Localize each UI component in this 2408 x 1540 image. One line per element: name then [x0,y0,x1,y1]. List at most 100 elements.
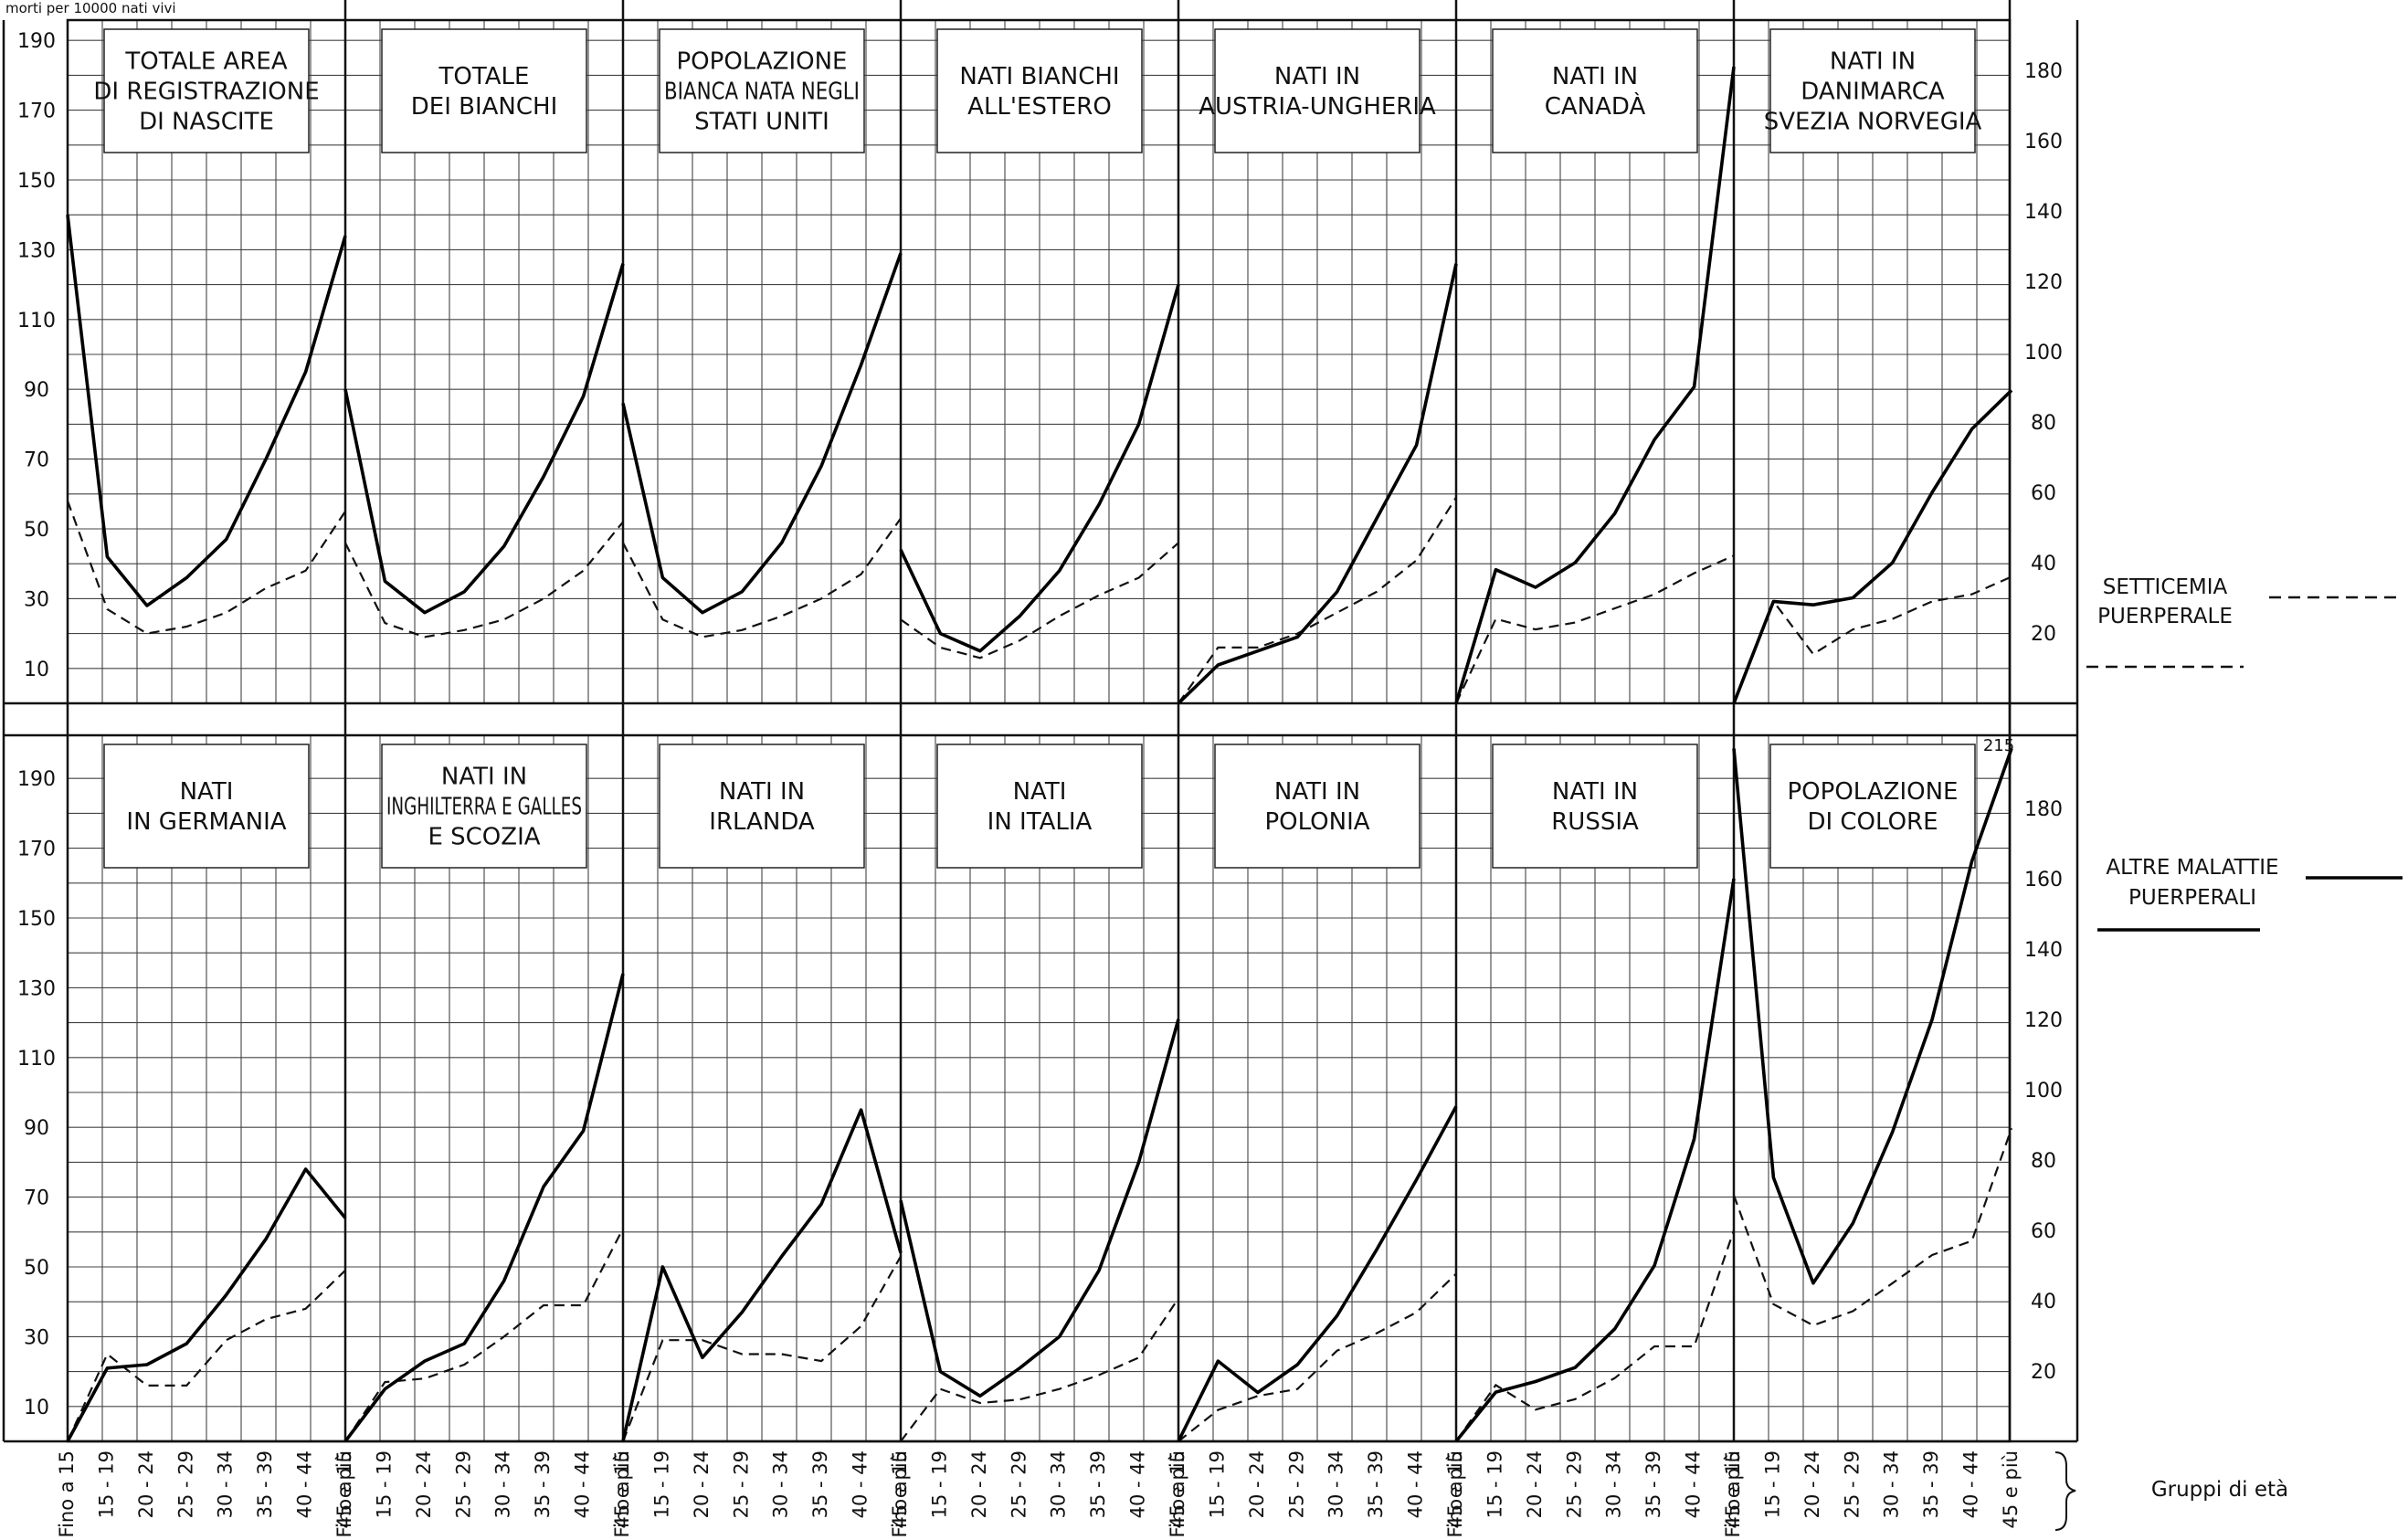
right-axis-tick-label: 120 [2024,271,2063,294]
series-line-altre-malattie [343,263,625,615]
left-axis-tick-label: 150 [17,170,56,193]
right-axis-tick-label: 20 [2031,623,2056,646]
panel-title-box [1214,744,1421,869]
panel-title-line: NATI IN [1274,63,1360,90]
x-tick-label: 30 - 34 [1048,1450,1070,1518]
panel-title-line: DI REGISTRAZIONE [93,79,319,106]
x-tick-label: 40 - 44 [1960,1450,1982,1518]
panel-title-line: BIANCA NATA NEGLI [664,79,860,106]
legend-label-setticemia: SETTICEMIA [2103,575,2228,599]
series-line-setticemia [1732,575,2012,704]
right-axis-tick-label: 180 [2024,798,2063,821]
panel: TOTALE DEI BIANCHI [343,28,625,638]
chart-frame [66,18,2012,1443]
series-line-setticemia [66,501,346,635]
x-tick-label: 40 - 44 [1405,1450,1427,1518]
right-axis-tick-label: 40 [2031,1291,2056,1313]
panel-title-box [1769,28,1976,153]
x-tick-label: Fino a 15 [333,1450,355,1537]
x-axis-brace [2054,1451,2076,1531]
left-axis-tick-label: 150 [17,908,56,931]
x-tick-label: 30 - 34 [770,1450,792,1518]
x-tick-label: 15 - 19 [1206,1450,1228,1518]
series-line-setticemia [344,1228,624,1442]
left-axis-tick-label: 30 [24,1326,49,1349]
panel-title-line: NATI BIANCHI [959,63,1119,90]
x-tick-label: 30 - 34 [215,1450,237,1518]
right-axis-tick-label: 160 [2024,869,2063,891]
right-axis-tick-label: 180 [2024,60,2063,83]
series-line-altre-malattie [1454,878,1736,1443]
x-tick-label: 15 - 19 [650,1450,672,1518]
panel-title-line: TOTALE AREA [124,48,287,76]
x-tick-label: 45 e più [333,1450,355,1528]
right-axis-tick-label: 20 [2031,1361,2056,1384]
x-tick-label: 45 e più [1722,1450,1744,1528]
x-tick-label: Fino a 15 [1167,1450,1188,1537]
x-tick-label: 35 - 39 [254,1450,276,1518]
series-line-setticemia [1178,497,1457,704]
x-tick-label: Fino a 15 [611,1450,633,1537]
panel-title-line: AUSTRIA-UNGHERIA [1199,93,1436,121]
left-axis-tick-label: 10 [24,1397,49,1419]
panel-title-box [1769,744,1976,869]
right-axis: 20 40 60 80 100 120 140 160 180 20 40 60 80 100 120 140… [2024,60,2063,1384]
right-axis-tick-label: 60 [2031,482,2056,505]
panel-title-line: POLONIA [1264,808,1369,836]
panel-title-line: DI NASCITE [139,109,274,136]
x-tick-label: 30 - 34 [1881,1450,1903,1518]
x-tick-label: 20 - 24 [691,1450,713,1518]
series-line-setticemia [344,521,624,638]
series-line-altre-malattie [899,284,1180,653]
left-axis-tick-label: 190 [17,768,56,791]
series-line-altre-malattie [1454,66,1736,704]
left-axis-tick-label: 190 [17,30,56,53]
panel-title-line: NATI IN [1830,48,1916,76]
panel-title-line: SVEZIA NORVEGIA [1764,109,1982,136]
right-axis-tick-label: 100 [2024,1080,2063,1102]
annotation-label: 215 [1983,736,2014,755]
x-tick-label: 35 - 39 [809,1450,831,1518]
panel-title-box [103,744,310,869]
series-line-setticemia [66,1270,346,1442]
x-tick-label: 20 - 24 [1524,1450,1546,1518]
x-tick-label: 20 - 24 [968,1450,990,1518]
panel-title-line: STATI UNITI [694,109,829,136]
x-tick-label: Fino a 15 [889,1450,911,1537]
series-line-setticemia [1178,1272,1457,1442]
panel-title-line: DANIMARCA [1801,79,1945,106]
panel-title-line: NATI IN [1552,778,1638,806]
right-axis-tick-label: 160 [2024,131,2063,153]
x-tick-label: 20 - 24 [1801,1450,1823,1518]
panel-title-line: NATI IN [1552,63,1638,90]
panel-title-line: RUSSIA [1551,808,1639,836]
legend: SETTICEMIA PUERPERALE ALTRE MALATTIE PUERPE… [2086,575,2403,932]
series-line-altre-malattie [1732,389,2013,704]
series-line-altre-malattie [621,252,903,615]
panel-title-line: DI COLORE [1807,808,1938,836]
left-axis-tick-label: 50 [24,519,49,542]
series-line-altre-malattie [66,1167,347,1442]
x-tick-label: 45 e più [2000,1450,2022,1528]
panel: POPOLAZIONE BIANCA NATA NEGLI STATI UNITI [621,28,903,638]
x-tick-label: 15 - 19 [928,1450,950,1518]
right-axis-tick-label: 80 [2031,1150,2056,1173]
right-axis-tick-label: 120 [2024,1009,2063,1032]
right-axis-tick-label: 60 [2031,1220,2056,1243]
panel-title-box [103,28,310,153]
left-axis: 10 30 50 70 90 110 130 150 170 190 10 30 50 70 90 110 13… [17,30,56,1419]
panel: NATI IN DANIMARCA SVEZIA NORVEGIA [1732,28,2013,704]
x-tick-label: Fino a 15 [1722,1450,1744,1537]
panel: NATI IN AUSTRIA-UNGHERIA [1177,28,1458,705]
panel: NATI BIANCHI ALL'ESTERO [899,28,1180,659]
panel-title-line: NATI IN [719,778,805,806]
series-line-setticemia [1455,1229,1736,1442]
left-axis-tick-label: 70 [24,449,49,472]
panel-title-line: DEI BIANCHI [411,93,558,121]
panel-title-line: NATI IN [441,764,527,791]
left-axis-tick-label: 90 [24,379,49,402]
left-axis-tick-label: 130 [17,977,56,1000]
